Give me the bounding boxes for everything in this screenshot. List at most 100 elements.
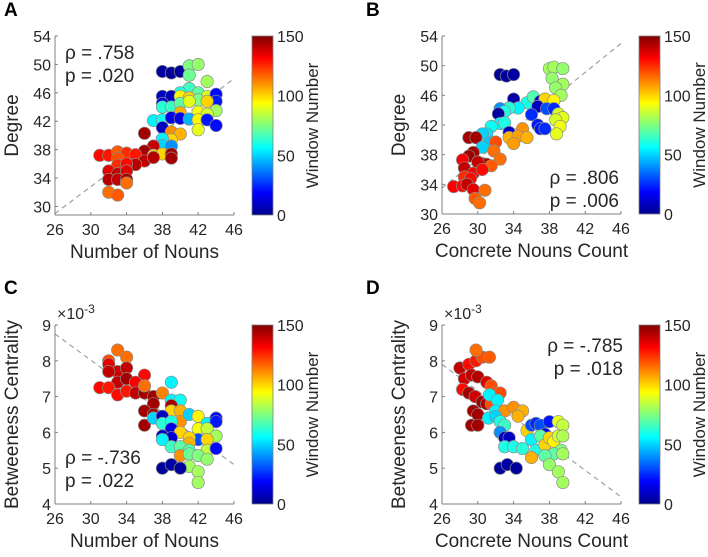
y-tick-label: 50 [420, 59, 438, 76]
y-tick-label: 46 [33, 86, 51, 103]
colorbar-tick-label: 100 [277, 378, 304, 395]
y-tick-label: 6 [42, 425, 51, 442]
data-point [209, 441, 223, 456]
colorbar-tick-label: 150 [277, 318, 304, 335]
y-tick-label: 8 [429, 354, 438, 371]
colorbar-tick-label: 0 [277, 497, 286, 514]
x-tick-label: 46 [612, 511, 630, 528]
colorbar-tick-label: 0 [277, 208, 286, 225]
data-point [111, 188, 125, 202]
data-point [542, 458, 556, 472]
colorbar-tick-label: 0 [664, 497, 673, 514]
data-point [173, 461, 187, 475]
y-axis-label: Betweeness Centrality [2, 319, 23, 509]
panel-letter: B [366, 0, 380, 21]
p-value-annotation: p = .020 [65, 66, 134, 87]
rho-annotation: ρ = .806 [550, 168, 619, 189]
y-tick-label: 4 [429, 497, 438, 514]
data-point [478, 183, 492, 197]
data-point [538, 122, 552, 136]
data-point [191, 475, 205, 490]
panel-d: D 26 30 34 38 42 46 4 5 6 7 8 9 Concrete Nouns Count B… [366, 278, 708, 552]
data-point [482, 350, 496, 364]
data-point [507, 68, 521, 82]
x-tick-label: 26 [46, 511, 64, 528]
x-tick-label: 42 [576, 221, 594, 238]
x-tick-label: 30 [469, 221, 487, 238]
x-tick-label: 42 [189, 511, 207, 528]
data-point [200, 74, 214, 89]
data-point [473, 196, 487, 210]
data-point [511, 409, 525, 423]
data-point [471, 418, 485, 432]
colorbar-tick-label: 150 [664, 318, 691, 335]
colorbar-tick-label: 100 [664, 88, 691, 105]
y-scale-exponent: -3 [84, 302, 95, 316]
data-point [164, 151, 178, 165]
x-tick-label: 46 [225, 222, 243, 239]
data-point [137, 418, 152, 432]
data-point [524, 450, 539, 465]
y-axis-label: Betweeness Centrality [389, 319, 410, 509]
data-point [111, 343, 125, 357]
colorbar-label: Window Number [303, 351, 322, 477]
data-point [137, 126, 152, 140]
data-point [200, 94, 214, 108]
data-point [209, 118, 223, 133]
y-tick-label: 4 [42, 497, 51, 514]
x-axis-label: Number of Nouns [70, 242, 219, 263]
data-point [469, 343, 483, 357]
panel-a: A 26 30 34 38 42 46 30 34 38 42 46 50 54 Number of Nou… [2, 0, 322, 263]
y-tick-label: 9 [429, 318, 438, 335]
colorbar [251, 324, 274, 505]
x-tick-label: 38 [154, 511, 172, 528]
x-tick-label: 26 [46, 222, 64, 239]
colorbar-tick-label: 50 [277, 437, 295, 454]
data-point [155, 386, 169, 400]
data-point [209, 415, 223, 429]
data-point [137, 379, 152, 393]
data-point [146, 150, 160, 165]
x-tick-label: 26 [433, 221, 451, 238]
x-tick-label: 34 [505, 221, 523, 238]
data-point [507, 136, 521, 151]
data-point [469, 131, 483, 145]
y-axis-label: Degree [2, 94, 23, 156]
data-point [475, 162, 489, 177]
y-tick-label: 5 [42, 461, 51, 478]
data-point [191, 57, 205, 71]
y-tick-label: 34 [33, 171, 51, 188]
data-point [164, 375, 178, 389]
x-tick-label: 38 [541, 221, 559, 238]
data-point [515, 441, 530, 456]
rho-annotation: ρ = .758 [65, 43, 134, 64]
x-tick-label: 38 [154, 222, 172, 239]
y-tick-label: 30 [420, 207, 438, 224]
data-point [120, 176, 134, 190]
y-scale-factor: ×10-3 [444, 302, 482, 323]
x-axis-label: Concrete Nouns Count [435, 241, 629, 262]
data-point [556, 62, 570, 76]
colorbar [251, 35, 274, 216]
p-value-annotation: p = .006 [550, 191, 619, 212]
x-axis-label: Number of Nouns [70, 531, 219, 552]
y-tick-label: 7 [42, 390, 51, 407]
colorbar-tick-label: 100 [664, 378, 691, 395]
p-value-annotation: p = .018 [554, 359, 623, 380]
y-axis-label: Degree [389, 94, 410, 156]
y-scale-factor: ×10-3 [57, 302, 95, 323]
x-tick-label: 30 [469, 511, 487, 528]
y-tick-label: 5 [429, 461, 438, 478]
x-tick-label: 34 [505, 511, 523, 528]
data-point [200, 452, 214, 466]
y-tick-label: 8 [42, 354, 51, 371]
data-point [509, 461, 523, 475]
colorbar-tick-label: 50 [664, 437, 682, 454]
data-point [182, 94, 196, 108]
x-tick-label: 42 [576, 511, 594, 528]
colorbar-tick-label: 150 [664, 29, 691, 46]
colorbar-tick-label: 50 [664, 148, 682, 165]
panel-letter: C [4, 278, 18, 299]
y-tick-label: 34 [420, 177, 438, 194]
